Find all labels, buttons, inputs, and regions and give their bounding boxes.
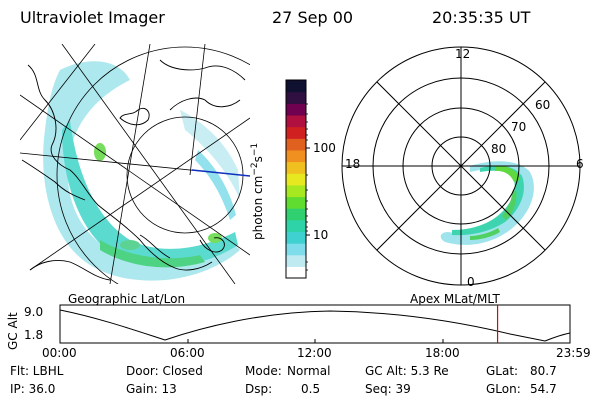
polar-map: [341, 46, 581, 286]
colorbar-band: [286, 231, 306, 244]
glon-value: 54.7: [530, 382, 557, 396]
timeline-y-bottom: 1.8: [24, 328, 44, 342]
apex-caption: Apex MLat/MLT: [410, 292, 500, 306]
lat-70-label: 70: [511, 120, 527, 134]
mlt-12-label: 12: [455, 47, 471, 61]
colorbar-band: [286, 254, 306, 267]
timeline-tick-4: 23:59: [556, 346, 591, 360]
colorbar-band: [286, 208, 306, 221]
instrument-title: Ultraviolet Imager: [20, 8, 165, 27]
dsp-label: Dsp:: [245, 382, 273, 396]
altitude-curve: [59, 309, 571, 342]
geographic-map: [20, 44, 250, 284]
timeline-tick-0: 00:00: [42, 346, 77, 360]
colorbar-band: [286, 149, 306, 163]
colorbar-band: [286, 196, 306, 209]
dsp-value: 0.5: [301, 382, 321, 396]
colorbar-band: [286, 138, 306, 151]
ip-info: IP: 36.0: [10, 382, 56, 396]
timeline-tick-3: 18:00: [425, 346, 460, 360]
colorbar-band: [286, 266, 306, 279]
timeline-tick-1: 06:00: [170, 346, 205, 360]
colorbar-band: [286, 184, 306, 198]
timeline-ticks: [59, 339, 571, 343]
colorbar-band: [286, 219, 306, 233]
lat-80-label: 80: [491, 142, 507, 156]
coastlines: [21, 59, 246, 281]
colorbar-band: [286, 173, 306, 186]
colorbar-label-10: 10: [313, 228, 329, 242]
mode-label: Mode:: [245, 364, 282, 378]
filter-info: Flt: LBHL: [10, 364, 64, 378]
glat-label: GLat:: [486, 364, 519, 378]
colorbar: [286, 80, 306, 279]
timeline-axis-label: GC Alt: [6, 312, 20, 350]
mode-value: Normal: [287, 364, 331, 378]
timeline-y-top: 9.0: [24, 305, 44, 319]
polar-aurora-oval: [440, 161, 534, 245]
colorbar-band: [286, 80, 306, 93]
timeline-frame: [59, 304, 571, 344]
mlt-0-label: 0: [467, 275, 475, 289]
mlt-6-label: 6: [576, 157, 584, 171]
colorbar-band: [286, 114, 306, 128]
polar-grid: [341, 46, 581, 286]
door-info: Door: Closed: [126, 364, 203, 378]
colorbar-band: [286, 103, 306, 116]
colorbar-band: [286, 161, 306, 174]
mlt-18-label: 18: [345, 157, 361, 171]
graticule: [20, 44, 250, 284]
lat-60-label: 60: [535, 98, 551, 112]
colorbar-band: [286, 126, 306, 139]
date-label: 27 Sep 00: [272, 8, 354, 27]
colorbar-unit-label: photon cm−2s−1: [250, 142, 265, 240]
colorbar-minor-ticks: [306, 103, 308, 271]
timeline-plot: [59, 304, 571, 344]
colorbar-band: [286, 91, 306, 104]
glat-value: 80.7: [530, 364, 557, 378]
colorbar-label-100: 100: [313, 141, 336, 155]
time-label: 20:35:35 UT: [432, 8, 531, 27]
colorbar-band: [286, 243, 306, 256]
timeline-tick-2: 12:00: [297, 346, 332, 360]
sequence-info: Seq: 39: [365, 382, 411, 396]
terminator-line: [191, 169, 250, 177]
gain-info: Gain: 13: [126, 382, 177, 396]
geographic-caption: Geographic Lat/Lon: [68, 292, 186, 306]
colorbar-frame: [285, 79, 307, 279]
gc-alt-info: GC Alt: 5.3 Re: [365, 364, 449, 378]
glon-label: GLon:: [486, 382, 521, 396]
